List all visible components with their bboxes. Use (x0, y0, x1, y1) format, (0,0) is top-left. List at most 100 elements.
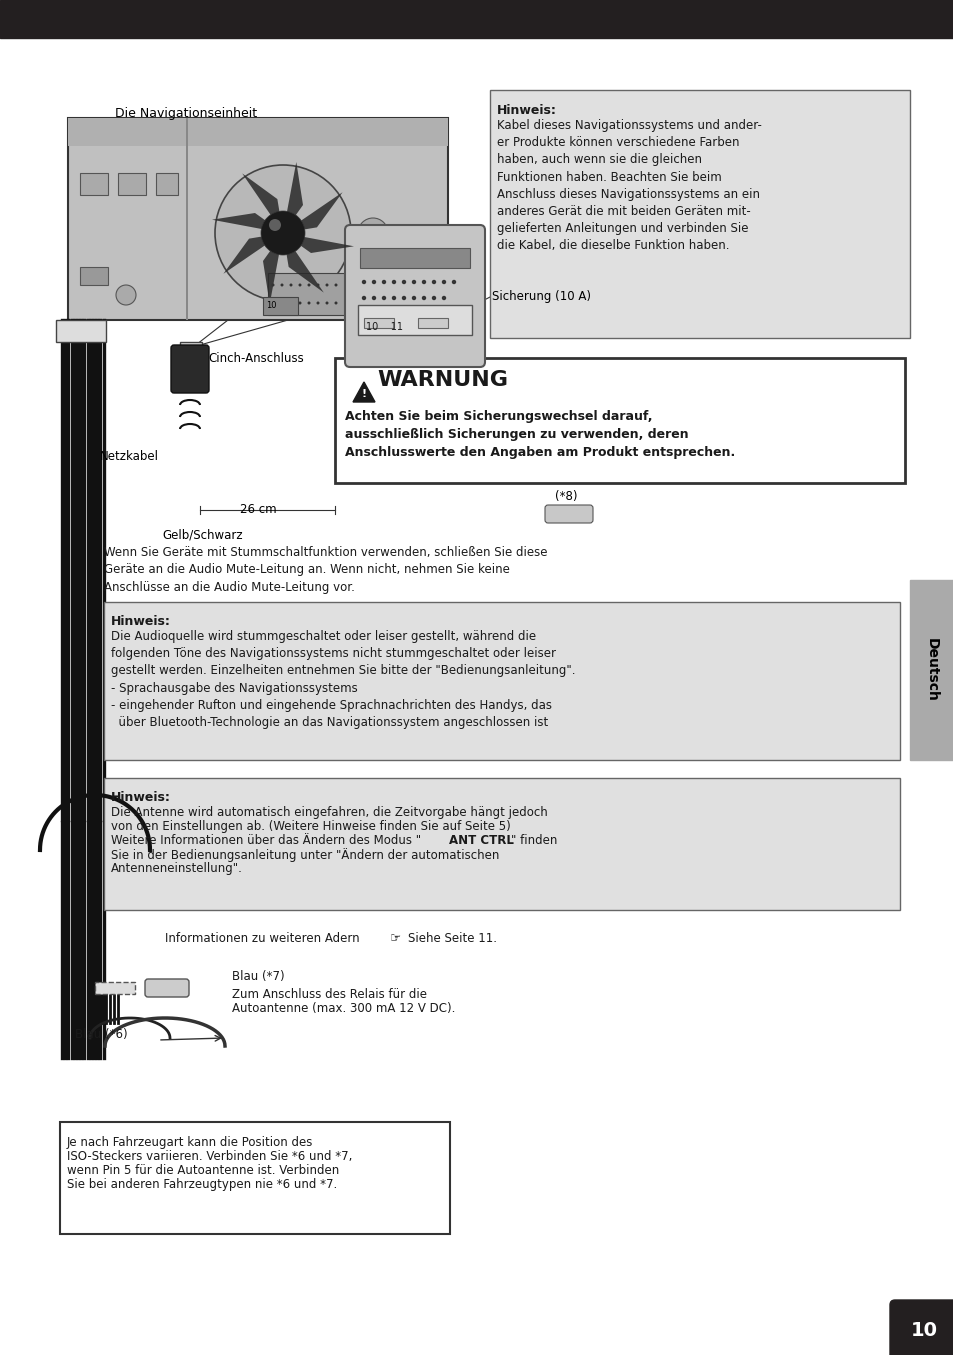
Text: Siehe Seite 11.: Siehe Seite 11. (408, 932, 497, 944)
FancyBboxPatch shape (889, 1299, 953, 1355)
Circle shape (316, 302, 319, 305)
Circle shape (392, 295, 395, 301)
Circle shape (214, 165, 351, 301)
Text: Die Navigationseinheit: Die Navigationseinheit (115, 107, 257, 121)
Polygon shape (283, 233, 323, 293)
Text: Hinweis:: Hinweis: (111, 791, 171, 804)
Circle shape (289, 302, 293, 305)
Circle shape (272, 302, 274, 305)
Circle shape (357, 218, 388, 248)
Bar (95, 982, 135, 995)
Text: ISO-Steckers variieren. Verbinden Sie *6 und *7,: ISO-Steckers variieren. Verbinden Sie *6… (67, 1150, 352, 1163)
Circle shape (307, 283, 310, 286)
Circle shape (298, 283, 301, 286)
Circle shape (307, 302, 310, 305)
Circle shape (325, 283, 328, 286)
Circle shape (280, 283, 283, 286)
Circle shape (412, 279, 416, 285)
Circle shape (289, 283, 293, 286)
Bar (268, 272, 348, 314)
FancyBboxPatch shape (544, 505, 593, 523)
Circle shape (441, 295, 446, 301)
Bar (186, 118, 188, 320)
Bar (359, 248, 470, 268)
Text: Cinch-Anschluss: Cinch-Anschluss (208, 352, 303, 364)
Circle shape (412, 295, 416, 301)
Bar (68, 118, 448, 320)
Circle shape (452, 279, 456, 285)
Bar (364, 318, 394, 328)
Polygon shape (223, 233, 283, 274)
Text: Kabel dieses Navigationssystems und ander-
er Produkte können verschiedene Farbe: Kabel dieses Navigationssystems und ande… (497, 119, 761, 252)
Text: Blau (*7): Blau (*7) (232, 970, 284, 982)
Text: !: ! (361, 389, 366, 398)
Circle shape (372, 295, 375, 301)
Text: Sie in der Bedienungsanleitung unter "Ändern der automatischen: Sie in der Bedienungsanleitung unter "Än… (111, 848, 498, 862)
Bar (909, 580, 953, 760)
Bar (80, 267, 108, 285)
Bar (80, 173, 108, 195)
Text: Hinweis:: Hinweis: (111, 615, 171, 627)
Circle shape (392, 279, 395, 285)
Circle shape (272, 283, 274, 286)
Text: Sie bei anderen Fahrzeugtypen nie *6 und *7.: Sie bei anderen Fahrzeugtypen nie *6 und… (67, 1177, 337, 1191)
Text: WARNUNG: WARNUNG (376, 370, 507, 390)
Text: Gelb/Schwarz: Gelb/Schwarz (162, 528, 242, 541)
FancyBboxPatch shape (345, 225, 484, 367)
Bar (335, 358, 904, 482)
Polygon shape (283, 233, 354, 253)
Bar (68, 118, 448, 146)
Circle shape (381, 279, 386, 285)
Bar (417, 318, 448, 328)
Text: 10: 10 (266, 301, 276, 310)
Circle shape (361, 279, 366, 285)
Bar (263, 297, 297, 314)
Circle shape (432, 279, 436, 285)
Polygon shape (212, 213, 283, 233)
Text: 10    11: 10 11 (366, 322, 402, 332)
Bar (0, 0, 953, 38)
Circle shape (421, 279, 426, 285)
Text: Autoantenne (max. 300 mA 12 V DC).: Autoantenne (max. 300 mA 12 V DC). (232, 1001, 455, 1015)
Polygon shape (283, 192, 342, 233)
Bar (357, 305, 472, 335)
Bar (156, 173, 178, 195)
Circle shape (401, 295, 406, 301)
Text: Die Antenne wird automatisch eingefahren, die Zeitvorgabe hängt jedoch: Die Antenne wird automatisch eingefahren… (111, 806, 547, 818)
Bar (180, 341, 202, 360)
Text: Wenn Sie Geräte mit Stummschaltfunktion verwenden, schließen Sie diese
Geräte an: Wenn Sie Geräte mit Stummschaltfunktion … (104, 546, 547, 593)
Circle shape (116, 285, 136, 305)
Text: Blau (*6): Blau (*6) (75, 1028, 128, 1041)
Text: wenn Pin 5 für die Autoantenne ist. Verbinden: wenn Pin 5 für die Autoantenne ist. Verb… (67, 1164, 339, 1177)
Circle shape (441, 279, 446, 285)
Circle shape (325, 302, 328, 305)
Circle shape (316, 283, 319, 286)
FancyBboxPatch shape (171, 346, 209, 393)
Circle shape (361, 295, 366, 301)
Polygon shape (263, 233, 283, 304)
Text: Achten Sie beim Sicherungswechsel darauf,
ausschließlich Sicherungen zu verwende: Achten Sie beim Sicherungswechsel darauf… (345, 411, 735, 459)
Text: Antenneneinstellung".: Antenneneinstellung". (111, 862, 243, 875)
Text: Deutsch: Deutsch (924, 638, 938, 702)
Text: Sicherung (10 A): Sicherung (10 A) (492, 290, 590, 304)
Circle shape (432, 295, 436, 301)
Text: Je nach Fahrzeugart kann die Position des: Je nach Fahrzeugart kann die Position de… (67, 1135, 313, 1149)
Bar (56, 320, 106, 341)
Text: Zum Anschluss des Relais für die: Zum Anschluss des Relais für die (232, 988, 427, 1001)
Circle shape (269, 220, 281, 230)
Polygon shape (353, 382, 375, 402)
Bar (118, 173, 146, 195)
Bar (60, 1122, 450, 1234)
FancyBboxPatch shape (145, 980, 189, 997)
Text: Die Audioquelle wird stummgeschaltet oder leiser gestellt, während die
folgenden: Die Audioquelle wird stummgeschaltet ode… (111, 630, 575, 729)
Circle shape (335, 283, 337, 286)
Circle shape (298, 302, 301, 305)
Text: 26 cm: 26 cm (240, 503, 276, 516)
Text: ☞: ☞ (390, 932, 401, 944)
Text: Hinweis:: Hinweis: (497, 104, 557, 117)
Text: " finden: " finden (511, 833, 557, 847)
Circle shape (372, 279, 375, 285)
Bar (490, 89, 909, 337)
Text: ANT CTRL: ANT CTRL (449, 833, 514, 847)
Circle shape (280, 302, 283, 305)
